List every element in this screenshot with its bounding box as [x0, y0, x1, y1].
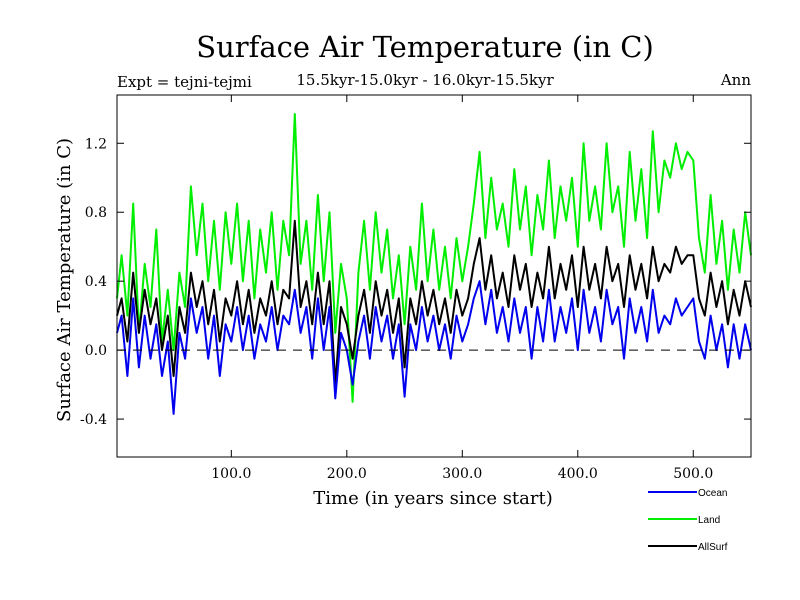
chart-subtitle: 15.5kyr-15.0kyr - 16.0kyr-15.5kyr: [296, 71, 554, 89]
y-tick-label: 1.2: [85, 136, 107, 152]
legend-label-land: Land: [698, 515, 720, 526]
expt-label: Expt = tejni-tejmi: [117, 73, 252, 91]
series-layer: [116, 113, 752, 415]
x-axis-label: Time (in years since start): [313, 488, 553, 509]
series-line-land: [116, 113, 752, 403]
x-tick-label: 400.0: [558, 466, 598, 482]
x-tick-label: 300.0: [442, 466, 482, 482]
ticks-layer: 100.0 200.0 300.0 400.0 500.0 -0.4 0.0 0.4 0.8 1.…: [80, 95, 751, 482]
legend-label-ocean: Ocean: [698, 488, 727, 499]
plot-frame: [116, 94, 752, 458]
y-tick-label: 0.8: [85, 205, 107, 221]
y-tick-label: -0.4: [80, 412, 107, 428]
legend-label-allsurf: AllSurf: [698, 542, 728, 553]
chart-title: Surface Air Temperature (in C): [196, 30, 654, 64]
series-line-ocean: [116, 280, 752, 415]
x-tick-label: 500.0: [673, 466, 713, 482]
x-tick-label: 200.0: [327, 466, 367, 482]
y-tick-label: 0.4: [85, 274, 107, 290]
legend: Ocean Land AllSurf: [648, 488, 728, 553]
y-tick-label: 0.0: [85, 343, 107, 359]
y-axis-label: Surface Air Temperature (in C): [54, 138, 75, 422]
x-tick-label: 100.0: [211, 466, 251, 482]
series-line-allsurf: [116, 219, 752, 386]
season-label: Ann: [720, 71, 751, 89]
